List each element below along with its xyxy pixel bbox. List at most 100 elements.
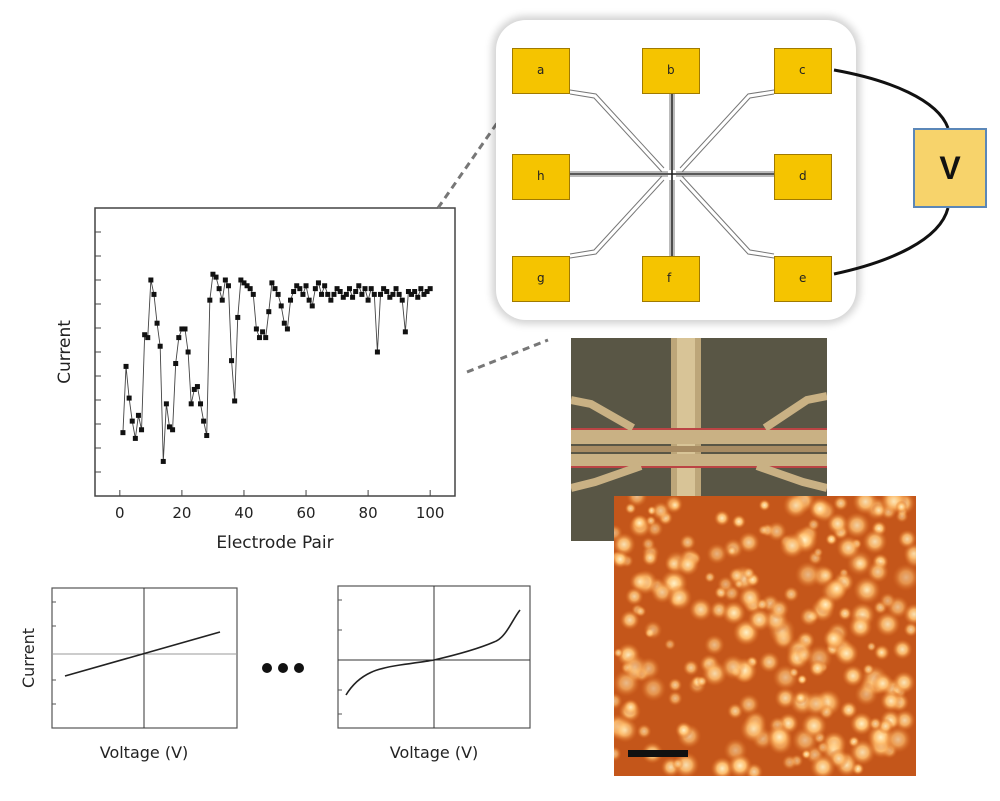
afm-grain bbox=[643, 620, 663, 640]
data-point bbox=[157, 343, 163, 349]
afm-grain bbox=[688, 597, 713, 622]
data-point bbox=[123, 363, 129, 369]
pad-a-label: a bbox=[537, 63, 545, 77]
data-point bbox=[263, 335, 269, 341]
afm-grain bbox=[742, 566, 756, 580]
afm-grain bbox=[862, 663, 875, 676]
data-point bbox=[210, 271, 216, 277]
data-point bbox=[219, 297, 225, 303]
data-point bbox=[340, 294, 346, 300]
afm-grain bbox=[782, 496, 809, 519]
data-point bbox=[362, 286, 368, 292]
data-point bbox=[204, 433, 210, 439]
data-point bbox=[294, 283, 300, 289]
x-tick-label: 100 bbox=[416, 504, 445, 522]
y-axis-label: Current bbox=[55, 320, 75, 384]
afm-grain bbox=[682, 659, 700, 676]
afm-grain bbox=[781, 754, 798, 771]
afm-grain bbox=[624, 502, 637, 515]
afm-image bbox=[614, 496, 916, 776]
afm-grain bbox=[871, 503, 887, 518]
data-point bbox=[427, 286, 433, 292]
data-point bbox=[154, 320, 160, 326]
afm-grain bbox=[895, 500, 908, 513]
afm-grain bbox=[849, 711, 874, 736]
data-point bbox=[306, 297, 312, 303]
pad-f: f bbox=[642, 256, 700, 302]
data-point bbox=[194, 384, 200, 390]
x-axis-label: Electrode Pair bbox=[216, 533, 333, 553]
afm-grain bbox=[783, 586, 800, 603]
data-point bbox=[163, 401, 169, 407]
scatter-svg: 0 20 40 60 80 100 Current Electrode Pair bbox=[55, 207, 456, 553]
afm-grain bbox=[758, 499, 771, 512]
afm-grain bbox=[839, 701, 858, 719]
afm-grain bbox=[675, 721, 693, 739]
data-point bbox=[145, 335, 151, 341]
data-point bbox=[399, 297, 405, 303]
afm-grain bbox=[614, 647, 624, 658]
afm-grain bbox=[841, 664, 865, 687]
data-point bbox=[188, 401, 194, 407]
data-point bbox=[272, 286, 278, 292]
data-point bbox=[222, 277, 228, 283]
data-point bbox=[405, 289, 411, 295]
chip-diagram: a b c h d g f e bbox=[496, 20, 856, 320]
data-point bbox=[225, 283, 231, 289]
afm-grain bbox=[799, 606, 820, 627]
pad-b-label: b bbox=[667, 63, 675, 77]
afm-grain bbox=[808, 659, 827, 678]
afm-grain bbox=[738, 693, 760, 716]
afm-grain bbox=[884, 725, 912, 754]
data-point bbox=[229, 358, 235, 364]
data-point bbox=[371, 291, 377, 297]
data-point bbox=[247, 286, 253, 292]
afm-grain bbox=[903, 603, 916, 626]
data-point bbox=[415, 294, 421, 300]
x-tick-label: 60 bbox=[296, 504, 315, 522]
afm-grain bbox=[788, 667, 800, 678]
afm-grain bbox=[843, 512, 871, 539]
data-point bbox=[173, 361, 179, 367]
afm-grain bbox=[622, 698, 639, 716]
data-point bbox=[334, 286, 340, 292]
data-point bbox=[148, 277, 154, 283]
iv-plot-nonlinear: Voltage (V) bbox=[330, 580, 540, 780]
afm-grain bbox=[704, 571, 716, 583]
data-point bbox=[374, 349, 380, 355]
pad-e: e bbox=[774, 256, 832, 302]
iv-linear-svg: Current Voltage (V) bbox=[19, 587, 238, 762]
afm-grain bbox=[667, 677, 683, 693]
afm-grain bbox=[836, 535, 861, 561]
afm-grain bbox=[768, 598, 790, 620]
data-point bbox=[238, 277, 244, 283]
data-point bbox=[381, 286, 387, 292]
data-point bbox=[424, 289, 430, 295]
wire-e bbox=[833, 207, 950, 276]
data-point bbox=[393, 286, 399, 292]
afm-grain bbox=[703, 634, 725, 656]
data-point bbox=[309, 303, 315, 309]
data-point bbox=[328, 297, 334, 303]
data-point bbox=[170, 427, 176, 433]
voltmeter-label: V bbox=[939, 149, 961, 186]
afm-grain bbox=[800, 712, 828, 739]
pad-h: h bbox=[512, 154, 570, 200]
data-point bbox=[418, 286, 424, 292]
afm-grain bbox=[666, 584, 693, 611]
afm-grain bbox=[630, 514, 649, 532]
data-point bbox=[126, 395, 132, 401]
afm-grain bbox=[664, 638, 676, 651]
plot-frame bbox=[94, 207, 456, 497]
afm-grain bbox=[871, 672, 894, 695]
ellipsis-dots bbox=[262, 660, 310, 678]
afm-grain bbox=[629, 571, 651, 593]
afm-grain bbox=[794, 561, 822, 589]
pad-a: a bbox=[512, 48, 570, 94]
data-point bbox=[421, 291, 427, 297]
afm-grain bbox=[636, 723, 652, 739]
afm-grain bbox=[808, 497, 832, 521]
afm-grain bbox=[738, 585, 762, 610]
data-point bbox=[244, 283, 250, 289]
data-point bbox=[368, 286, 374, 292]
